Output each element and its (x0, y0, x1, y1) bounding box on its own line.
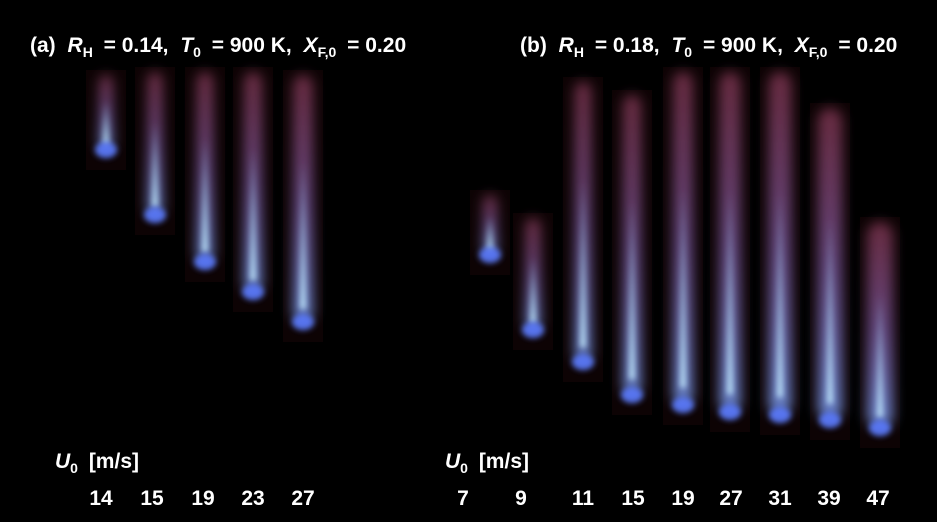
velocity-value: 23 (241, 487, 264, 510)
flame-base (242, 284, 264, 300)
flame-base (769, 407, 791, 423)
flame-base (819, 412, 841, 428)
flame-core (202, 138, 208, 253)
flame-base (479, 247, 501, 263)
flame-core (827, 217, 833, 405)
flame-base (194, 254, 216, 270)
flame-core (103, 101, 109, 147)
flame-base (869, 420, 891, 436)
flame-base (621, 387, 643, 403)
velocity-value: 15 (621, 487, 645, 510)
flame-base (95, 142, 117, 158)
panel-a-title: (a) RH = 0.14, T0 = 900 K, XF,0 = 0.20 (30, 34, 406, 62)
velocity-value: 31 (768, 487, 792, 510)
flame-core (300, 161, 306, 310)
flame-base (672, 397, 694, 413)
flame-core (487, 216, 493, 252)
velocity-value: 11 (572, 487, 595, 510)
velocity-value: 19 (191, 487, 214, 510)
flame-base (572, 354, 594, 370)
flame-core (152, 122, 158, 208)
flame-base (719, 404, 741, 420)
flame-base (522, 322, 544, 338)
velocity-value: 14 (89, 487, 113, 510)
flame-base (144, 207, 166, 223)
flame-core (727, 191, 733, 395)
velocity-value: 15 (140, 487, 164, 510)
flame-core (629, 200, 635, 380)
flames (86, 67, 900, 448)
flame-core (530, 257, 536, 325)
flame-core (580, 180, 586, 348)
velocity-value: 9 (515, 487, 527, 510)
panel-b-title: (b) RH = 0.18, T0 = 900 K, XF,0 = 0.20 (520, 34, 897, 62)
velocity-label-b: U0 [m/s] (445, 450, 529, 478)
velocity-value: 39 (817, 487, 840, 510)
velocity-value: 19 (671, 487, 694, 510)
flame-core (250, 149, 256, 281)
velocity-value: 47 (866, 487, 889, 510)
velocity-value: 7 (457, 487, 469, 510)
flame-core (777, 192, 783, 398)
flame-core (680, 188, 686, 389)
velocity-label-a: U0 [m/s] (55, 450, 139, 478)
flame-base (292, 314, 314, 330)
velocity-value: 27 (291, 487, 314, 510)
velocity-value: 27 (719, 487, 742, 510)
flame-core (877, 294, 883, 418)
